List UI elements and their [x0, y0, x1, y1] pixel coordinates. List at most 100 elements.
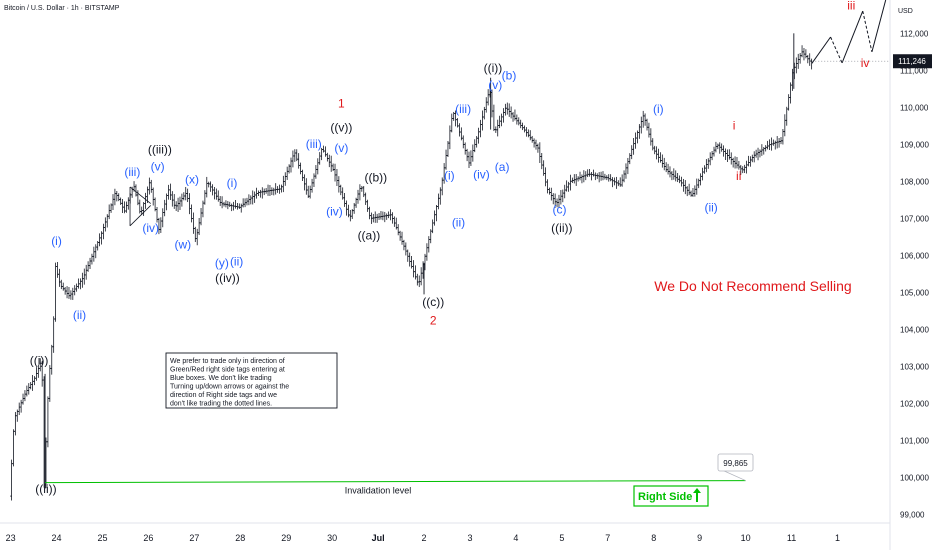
ohlc-bar — [689, 190, 693, 197]
wave-label: (iii) — [306, 137, 322, 151]
right-side-tag: Right Side — [633, 485, 709, 507]
ohlc-bar — [54, 262, 57, 322]
ohlc-bar — [436, 193, 440, 210]
ohlc-bar — [672, 168, 676, 180]
ohlc-bar — [126, 197, 130, 210]
ohlc-bar — [90, 253, 94, 265]
x-tick-label: 30 — [327, 533, 337, 543]
ohlc-bar — [159, 217, 163, 233]
ohlc-bar — [808, 53, 812, 66]
ohlc-bar — [149, 179, 153, 193]
ohlc-bar — [678, 175, 681, 184]
ohlc-bar — [270, 187, 274, 196]
callout-line — [721, 469, 746, 481]
ohlc-bar — [46, 396, 50, 448]
ohlc-bar — [121, 199, 124, 213]
ohlc-bar — [169, 183, 172, 200]
ohlc-bar — [17, 402, 21, 416]
ohlc-bar — [674, 170, 678, 182]
ohlc-bar — [505, 102, 509, 115]
ohlc-bar — [561, 189, 565, 203]
note-line: Blue boxes. We don't like trading — [170, 375, 272, 382]
wave-label: (i) — [444, 169, 455, 183]
ohlc-bar — [750, 154, 754, 163]
ohlc-bar — [611, 177, 614, 188]
ohlc-bar — [523, 125, 526, 133]
note-line: Turning up/down arrows or against the — [170, 384, 289, 391]
ohlc-bar — [404, 242, 408, 256]
ohlc-bar — [415, 273, 419, 286]
ohlc-bar — [517, 117, 521, 126]
ohlc-bar — [458, 123, 461, 137]
ohlc-bar — [653, 145, 657, 155]
ohlc-bar — [165, 193, 168, 211]
wave-label: (iii) — [455, 102, 471, 116]
ohlc-bar — [515, 114, 519, 125]
ohlc-bar — [19, 399, 23, 413]
ohlc-bar — [733, 156, 737, 169]
ohlc-bar — [48, 365, 52, 402]
ohlc-bar — [660, 154, 664, 168]
ohlc-bar — [56, 261, 59, 278]
ohlc-bar — [366, 199, 369, 212]
ohlc-bar — [281, 175, 285, 193]
invalidation-price-box — [717, 453, 754, 472]
wave-label: (ii) — [230, 254, 243, 268]
wave-label: ((iv)) — [215, 271, 240, 285]
ohlc-bar — [111, 194, 115, 211]
ohlc-bar — [567, 181, 570, 192]
ohlc-bar — [419, 267, 423, 286]
ohlc-bar — [624, 163, 628, 179]
ohlc-bar — [578, 171, 582, 181]
ohlc-bar — [526, 129, 530, 138]
ohlc-bar — [735, 157, 739, 169]
ohlc-bar — [180, 193, 184, 207]
ohlc-bar — [530, 135, 534, 143]
ohlc-bar — [693, 185, 697, 197]
invalidation-label: Invalidation level — [345, 486, 412, 496]
ohlc-bar — [574, 174, 578, 186]
ohlc-bar — [683, 180, 687, 195]
ohlc-bar — [666, 163, 670, 175]
y-tick-label: 105,000 — [900, 288, 929, 297]
ohlc-bar — [641, 110, 645, 128]
ohlc-bar — [260, 187, 264, 199]
projection-segment — [841, 10, 864, 64]
ohlc-bar — [335, 169, 339, 186]
ohlc-bar — [584, 171, 588, 181]
wave-label: i — [733, 119, 736, 133]
ohlc-bar — [301, 169, 304, 182]
ohlc-bar — [697, 178, 701, 189]
ohlc-bar — [375, 213, 379, 223]
ohlc-bar — [435, 204, 438, 222]
ohlc-bar — [186, 188, 190, 203]
ohlc-bar — [50, 344, 54, 375]
ohlc-bar — [597, 172, 601, 183]
wave-label: (v) — [151, 159, 165, 173]
x-tick-label: 2 — [422, 533, 427, 543]
x-tick-label: 27 — [189, 533, 199, 543]
ohlc-bar — [785, 106, 789, 126]
ohlc-bar — [546, 179, 549, 194]
ohlc-bar — [402, 239, 406, 251]
ohlc-bar — [549, 187, 553, 201]
ohlc-bar — [176, 197, 180, 213]
ohlc-bar — [714, 141, 718, 153]
ohlc-bar — [304, 178, 308, 195]
ohlc-bar — [720, 143, 724, 152]
wave-label: 2 — [430, 314, 437, 328]
ohlc-bar — [701, 167, 704, 181]
ohlc-bar — [417, 275, 421, 288]
note-line: direction of Right side tags and we — [170, 392, 277, 399]
ohlc-bar — [425, 243, 429, 261]
wave-label: ((ii)) — [35, 482, 56, 496]
wave-label: (iv) — [142, 221, 159, 235]
y-tick-label: 106,000 — [900, 251, 929, 260]
wave-label: ((v)) — [330, 120, 352, 134]
ohlc-bar — [467, 151, 471, 168]
ohlc-bar — [616, 180, 620, 187]
ohlc-bar — [461, 135, 465, 149]
ohlc-bar — [431, 219, 435, 234]
wave-label: (x) — [185, 172, 199, 186]
